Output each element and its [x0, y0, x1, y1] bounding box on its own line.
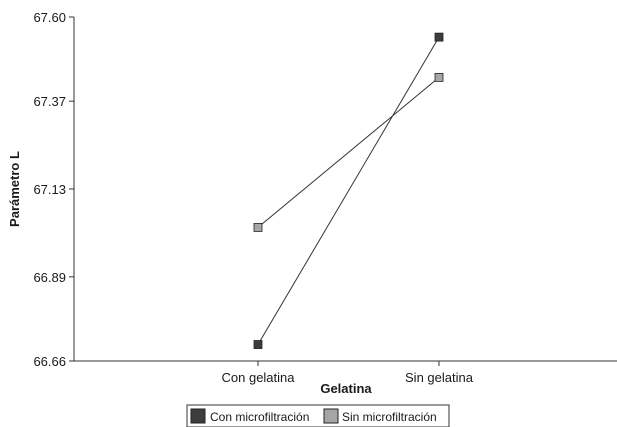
y-axis-title: Parámetro L	[7, 151, 22, 227]
x-tick-label: Sin gelatina	[405, 370, 474, 385]
data-point-con-microfiltracion	[434, 32, 444, 42]
x-tick-label: Con gelatina	[222, 370, 296, 385]
y-tick-label: 66.89	[33, 270, 66, 285]
y-tick-label: 67.60	[33, 10, 66, 25]
data-point-sin-microfiltracion	[434, 72, 444, 82]
legend-box	[186, 404, 450, 427]
axes	[73, 17, 617, 362]
legend-label-sin-microfiltracion: Sin microfiltración	[342, 410, 437, 424]
legend-swatch-sin-microfiltracion	[323, 408, 339, 424]
series-group	[253, 32, 444, 349]
x-axis-title: Gelatina	[320, 381, 372, 396]
y-tick-label: 67.37	[33, 94, 66, 109]
legend: Con microfiltración Sin microfiltración	[186, 404, 450, 427]
y-tick-label: 66.66	[33, 354, 66, 369]
y-tick-label: 67.13	[33, 182, 66, 197]
x-ticks: Con gelatina Sin gelatina	[222, 361, 474, 385]
data-point-sin-microfiltracion	[253, 223, 263, 232]
y-ticks: 66.66 66.89 67.13 67.37 67.60	[33, 10, 74, 369]
data-point-con-microfiltracion	[253, 340, 263, 349]
series-line-con-microfiltracion	[257, 36, 440, 345]
legend-swatch-con-microfiltracion	[190, 408, 206, 424]
legend-label-con-microfiltracion: Con microfiltración	[210, 410, 309, 424]
series-line-sin-microfiltracion	[257, 76, 440, 228]
